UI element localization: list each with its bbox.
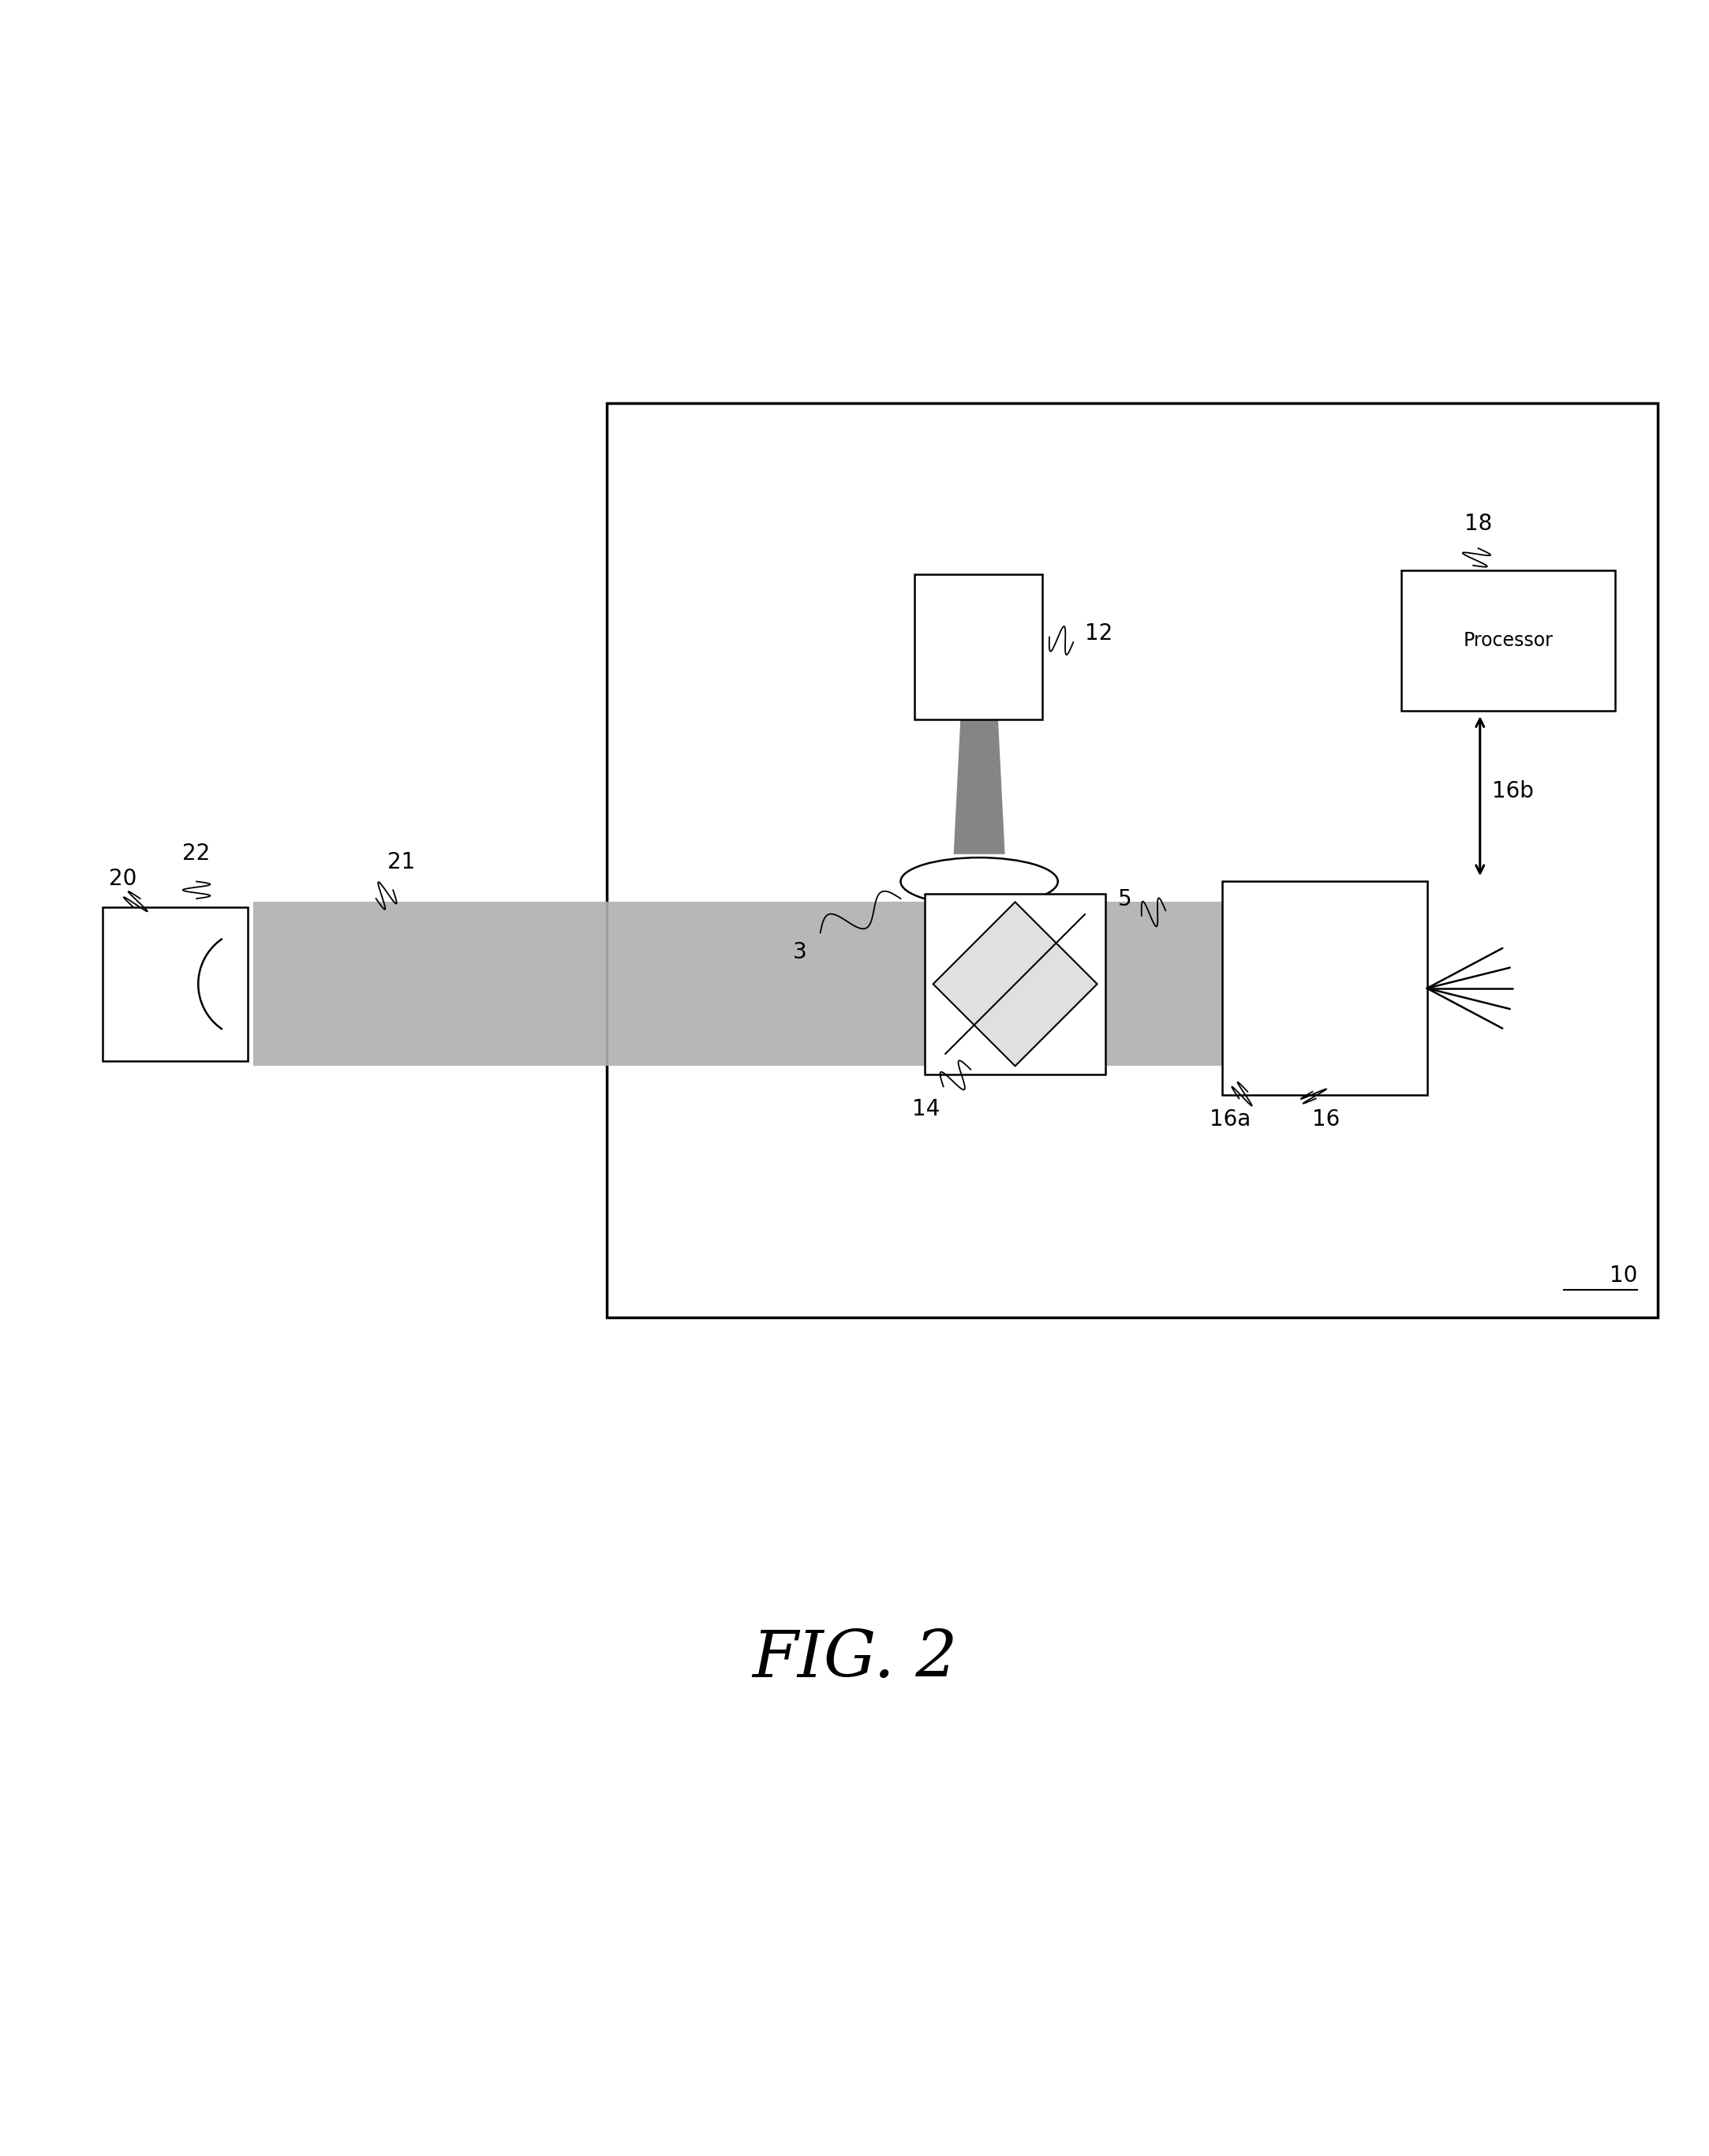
Text: 5: 5: [1118, 888, 1131, 910]
Text: 21: 21: [388, 852, 415, 873]
Text: 20: 20: [109, 869, 137, 890]
Text: 3: 3: [793, 942, 807, 964]
Text: 14: 14: [913, 1100, 940, 1121]
Text: 10: 10: [1610, 1263, 1637, 1287]
Polygon shape: [933, 901, 1097, 1065]
Text: 16b: 16b: [1492, 780, 1533, 802]
Bar: [103, 908, 248, 1061]
Polygon shape: [1222, 914, 1427, 1054]
Ellipse shape: [901, 858, 1058, 906]
Text: FIG. 2: FIG. 2: [752, 1628, 957, 1690]
Bar: [1222, 882, 1427, 1095]
Text: 16: 16: [1313, 1108, 1340, 1132]
Bar: [914, 573, 1042, 720]
Polygon shape: [954, 720, 1005, 854]
Text: 16a: 16a: [1210, 1108, 1251, 1132]
Text: 12: 12: [1085, 623, 1113, 645]
Bar: [607, 403, 1658, 1317]
Polygon shape: [120, 936, 244, 1033]
Text: Processor: Processor: [1463, 632, 1553, 651]
Bar: [925, 895, 1106, 1074]
Polygon shape: [253, 901, 607, 1065]
Bar: [1401, 571, 1615, 711]
Polygon shape: [960, 901, 998, 906]
Text: 18: 18: [1465, 513, 1492, 535]
Polygon shape: [128, 959, 244, 1009]
Text: 22: 22: [183, 843, 210, 865]
Polygon shape: [1097, 901, 1222, 1065]
Polygon shape: [607, 901, 933, 1065]
